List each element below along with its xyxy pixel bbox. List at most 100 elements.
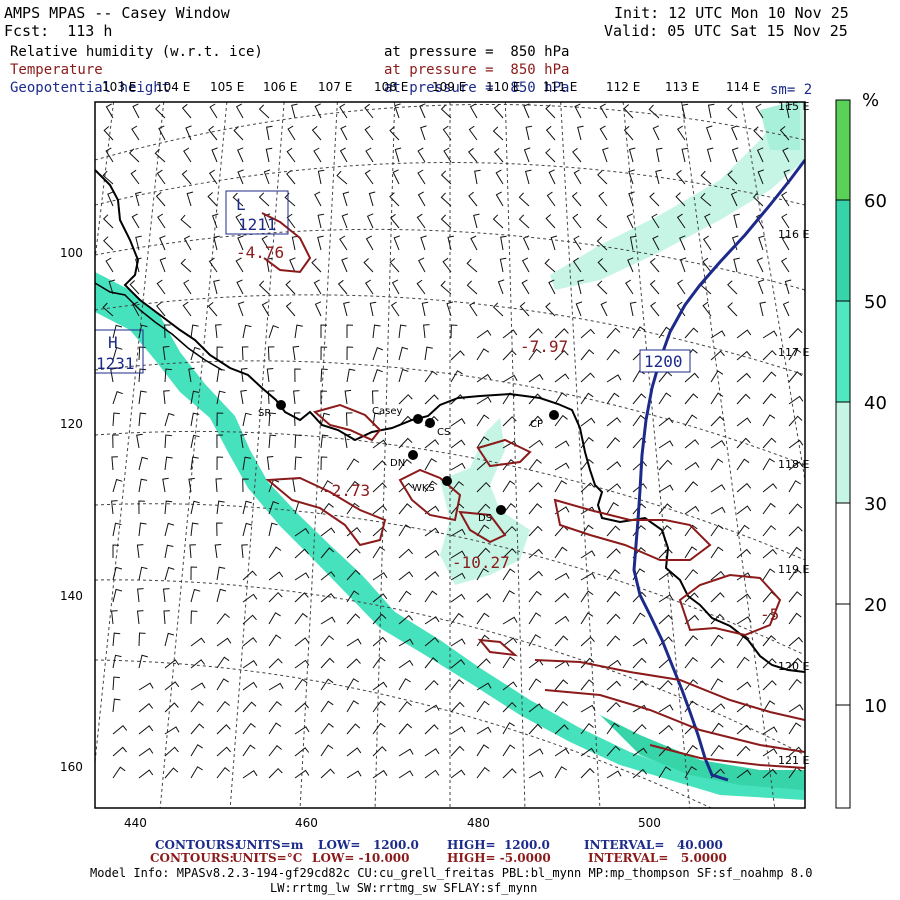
wind-barb (417, 147, 426, 163)
wind-barb (337, 279, 348, 295)
wind-barb (294, 324, 303, 339)
wind-barb (190, 500, 200, 515)
wind-barb (398, 482, 413, 493)
lon-label: 107 E (318, 80, 352, 94)
wind-barb (398, 394, 413, 405)
lon-labels-top: 103 E 104 E 105 E 106 E 107 E 108 E 109 … (102, 80, 760, 94)
wind-barb (681, 147, 689, 163)
wind-barb (762, 330, 778, 339)
wind-barb (112, 676, 120, 691)
wind-barb (658, 571, 674, 581)
wind-barb (390, 301, 400, 317)
wind-barb (606, 392, 620, 405)
wind-barb (684, 481, 699, 493)
wind-barb (707, 103, 715, 119)
wind-barb (112, 698, 121, 713)
wind-barb (398, 590, 412, 603)
wind-barb (393, 235, 400, 251)
wind-barb (476, 547, 491, 559)
wind-barb (389, 192, 400, 207)
wind-barb (684, 461, 700, 471)
wind-barb (164, 566, 175, 581)
wind-barb (138, 725, 154, 735)
wind-barb (294, 527, 310, 537)
wind-barb (138, 654, 148, 669)
wind-barb (502, 701, 517, 713)
wind-barb (554, 414, 568, 427)
lon-line (95, 102, 165, 767)
lon-labels-right: 115 E 116 E 117 E 118 E 119 E 120 E 121 … (778, 100, 809, 767)
wind-barb (736, 548, 751, 559)
wind-barb (237, 301, 245, 317)
wind-barb (320, 456, 328, 471)
wind-barb (606, 568, 620, 581)
wind-barb (138, 478, 148, 493)
map-annotations: L 1211 -4.76 H 1231 1200 -7.97 -2.73 -10… (95, 190, 779, 624)
wind-barb (240, 389, 247, 405)
wind-barb (528, 503, 543, 515)
wind-barb (339, 147, 348, 163)
wind-barb (580, 482, 595, 493)
wind-barb (492, 302, 504, 317)
wind-barb (237, 169, 244, 185)
wind-barb (398, 614, 414, 625)
wind-barb (632, 768, 648, 779)
wind-barb (502, 656, 516, 669)
wind-barb (684, 766, 697, 779)
colorbar-segment-50 (836, 200, 850, 301)
wind-barb (580, 458, 594, 471)
stations-layer (276, 400, 559, 515)
wind-barb (450, 503, 465, 515)
wind-barb (545, 148, 556, 163)
wind-barb (779, 126, 790, 141)
wind-barb (658, 484, 674, 493)
wind-barb (758, 235, 765, 251)
wind-barb (294, 612, 308, 625)
wind-barb (188, 367, 195, 383)
wind-barb (424, 571, 440, 581)
station-Casey-marker (413, 414, 423, 424)
wind-barb (241, 544, 248, 559)
wind-barb (788, 746, 803, 757)
wind-barb (372, 593, 388, 603)
wind-barb (493, 104, 504, 119)
wind-barb (320, 547, 335, 559)
wind-barb (320, 744, 334, 757)
wind-barb (320, 592, 336, 603)
wind-barb (679, 235, 686, 251)
wind-barb (346, 658, 361, 669)
wind-barb (710, 439, 726, 449)
lat-line (95, 579, 805, 756)
wind-barb (502, 768, 517, 779)
wind-barb (759, 301, 766, 317)
wind-barb (649, 258, 660, 273)
wind-barb (705, 125, 713, 141)
wind-barb (632, 612, 646, 625)
wind-barb (216, 656, 230, 669)
wind-barb (320, 678, 334, 691)
wind-barb (424, 480, 438, 493)
wind-barb (528, 348, 542, 361)
wind-barb (364, 169, 374, 185)
wind-barb (314, 301, 322, 317)
wind-barb (424, 549, 440, 559)
wind-barb (548, 279, 556, 295)
station-label-WKS: WKS (412, 483, 435, 494)
wind-barb (554, 373, 570, 383)
wind-barb (102, 170, 114, 185)
wind-barb (190, 700, 204, 713)
wind-barb (658, 724, 674, 735)
wind-barb (502, 616, 518, 625)
wind-barb (473, 213, 480, 229)
wind-barb (286, 169, 296, 185)
wind-barb (235, 257, 244, 273)
wind-barb (215, 478, 223, 493)
wind-barb (268, 546, 282, 559)
wind-barb (268, 434, 277, 449)
wind-barb (183, 279, 192, 295)
wind-barb (476, 658, 491, 669)
wind-barb (420, 235, 427, 251)
temp-contour (398, 468, 462, 522)
station-label-SR: SR (258, 408, 271, 419)
wind-barb (364, 279, 374, 295)
